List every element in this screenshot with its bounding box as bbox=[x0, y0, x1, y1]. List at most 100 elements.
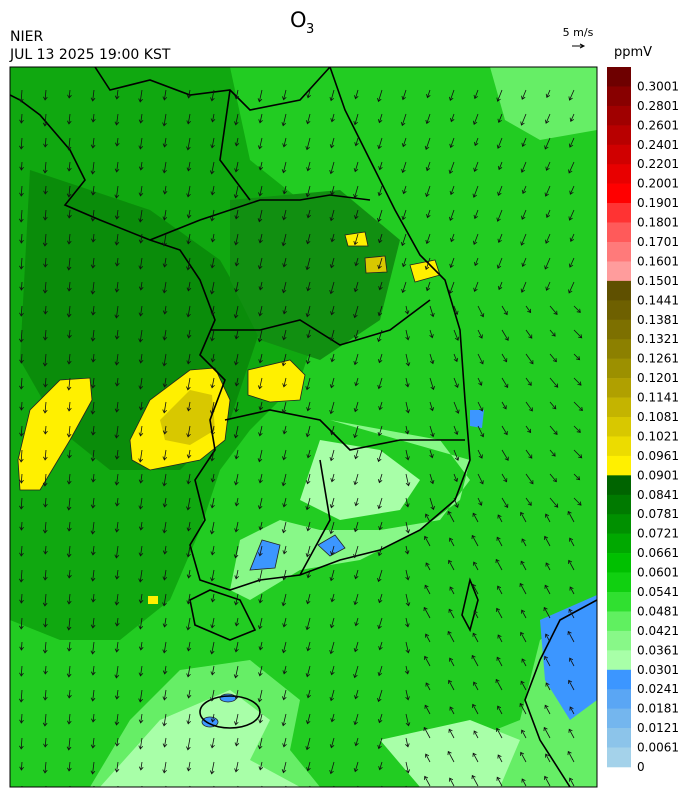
colorbar-swatch bbox=[607, 105, 631, 126]
wind-arrow bbox=[473, 89, 479, 100]
wind-arrow bbox=[477, 329, 483, 339]
colorbar-label: 0.1261 bbox=[637, 352, 679, 366]
wind-arrow bbox=[405, 617, 410, 628]
wind-arrow bbox=[330, 305, 335, 316]
wind-arrow bbox=[210, 689, 215, 702]
wind-arrow bbox=[186, 161, 192, 172]
colorbar-label: 0.1501 bbox=[637, 274, 679, 288]
wind-arrow bbox=[186, 401, 192, 412]
wind-arrow bbox=[186, 737, 191, 751]
wind-arrow bbox=[233, 425, 239, 439]
wind-arrow bbox=[257, 569, 263, 583]
wind-arrow bbox=[186, 545, 191, 558]
wind-arrow bbox=[378, 521, 383, 531]
wind-arrow bbox=[305, 545, 311, 558]
wind-arrow bbox=[66, 665, 72, 678]
wind-arrow bbox=[258, 233, 263, 244]
wind-arrow bbox=[281, 353, 287, 367]
wind-arrow bbox=[91, 473, 96, 483]
colorbar-swatch bbox=[607, 300, 631, 321]
wind-arrow bbox=[90, 689, 96, 702]
wind-arrow bbox=[453, 305, 459, 316]
wind-arrow bbox=[67, 401, 72, 412]
wind-arrow bbox=[473, 137, 479, 147]
wind-arrow bbox=[521, 257, 527, 267]
wind-arrow bbox=[257, 329, 263, 343]
colorbar-label: 0.0841 bbox=[637, 488, 679, 502]
wind-arrow bbox=[234, 641, 239, 653]
wind-arrow bbox=[233, 665, 239, 679]
wind-arrow bbox=[210, 545, 216, 556]
wind-arrow bbox=[90, 377, 96, 389]
wind-arrow bbox=[568, 537, 575, 547]
wind-arrow bbox=[353, 233, 359, 246]
colorbar-label: 0.3001 bbox=[637, 79, 679, 93]
colorbar-label: 0.0481 bbox=[637, 604, 679, 618]
wind-arrow bbox=[43, 617, 48, 628]
wind-arrow bbox=[545, 233, 551, 244]
wind-arrow bbox=[210, 569, 215, 582]
wind-arrow bbox=[234, 737, 240, 747]
wind-arrow bbox=[448, 559, 455, 571]
colorbar-swatch bbox=[607, 378, 631, 398]
wind-arrow bbox=[429, 449, 434, 459]
wind-arrow bbox=[330, 185, 335, 196]
wind-arrow bbox=[477, 353, 484, 365]
wind-arrow bbox=[329, 497, 335, 509]
wind-arrow bbox=[545, 281, 551, 291]
wind-arrow bbox=[353, 761, 359, 773]
wind-arrow bbox=[573, 497, 582, 506]
wind-arrow bbox=[305, 185, 311, 198]
wind-arrow bbox=[114, 569, 120, 580]
wind-arrow bbox=[42, 281, 48, 294]
wind-arrow bbox=[353, 113, 359, 126]
wind-arrow bbox=[449, 137, 455, 149]
wind-arrow bbox=[233, 593, 239, 606]
wind-arrow bbox=[67, 281, 72, 292]
wind-arrow bbox=[43, 137, 48, 148]
wind-arrow bbox=[305, 113, 311, 125]
wind-arrow bbox=[162, 89, 168, 101]
wind-arrow bbox=[496, 607, 503, 619]
colorbar-swatch bbox=[607, 689, 631, 709]
wind-arrow bbox=[90, 737, 96, 749]
wind-arrow bbox=[19, 641, 24, 651]
wind-arrow bbox=[186, 473, 191, 485]
wind-arrow bbox=[568, 281, 575, 294]
wind-arrow bbox=[569, 233, 575, 242]
wind-arrow bbox=[424, 704, 431, 715]
wind-arrow bbox=[90, 185, 96, 196]
wind-arrow bbox=[496, 705, 503, 715]
wind-arrow bbox=[281, 593, 287, 607]
wind-arrow bbox=[450, 233, 455, 243]
wind-arrow bbox=[330, 113, 335, 123]
wind-arrow bbox=[281, 401, 287, 414]
wind-arrow bbox=[138, 257, 144, 270]
colorbar-label: 0.1801 bbox=[637, 216, 679, 230]
wind-arrow bbox=[138, 305, 144, 317]
wind-arrow bbox=[90, 545, 96, 556]
wind-arrow bbox=[186, 497, 191, 511]
wind-arrow bbox=[282, 137, 287, 148]
wind-arrow bbox=[257, 89, 263, 103]
wind-arrow bbox=[405, 593, 411, 607]
wind-arrow bbox=[477, 425, 485, 438]
wind-arrow bbox=[568, 679, 575, 691]
wind-arrow bbox=[354, 449, 359, 460]
wind-arrow bbox=[305, 593, 311, 605]
wind-arrow bbox=[405, 713, 411, 727]
wind-arrow bbox=[114, 305, 120, 319]
wind-arrow bbox=[234, 89, 239, 100]
wind-arrow bbox=[329, 257, 335, 269]
wind-arrow bbox=[521, 538, 527, 547]
wind-arrow bbox=[329, 641, 335, 655]
wind-arrow bbox=[525, 353, 534, 365]
wind-arrow bbox=[19, 113, 24, 124]
wind-arrow bbox=[91, 713, 96, 723]
wind-arrow bbox=[162, 521, 167, 534]
wind-arrow bbox=[186, 233, 191, 245]
wind-arrow bbox=[234, 521, 239, 533]
wind-arrow bbox=[257, 209, 263, 223]
wind-arrow bbox=[404, 305, 410, 315]
wind-arrow bbox=[19, 617, 24, 630]
